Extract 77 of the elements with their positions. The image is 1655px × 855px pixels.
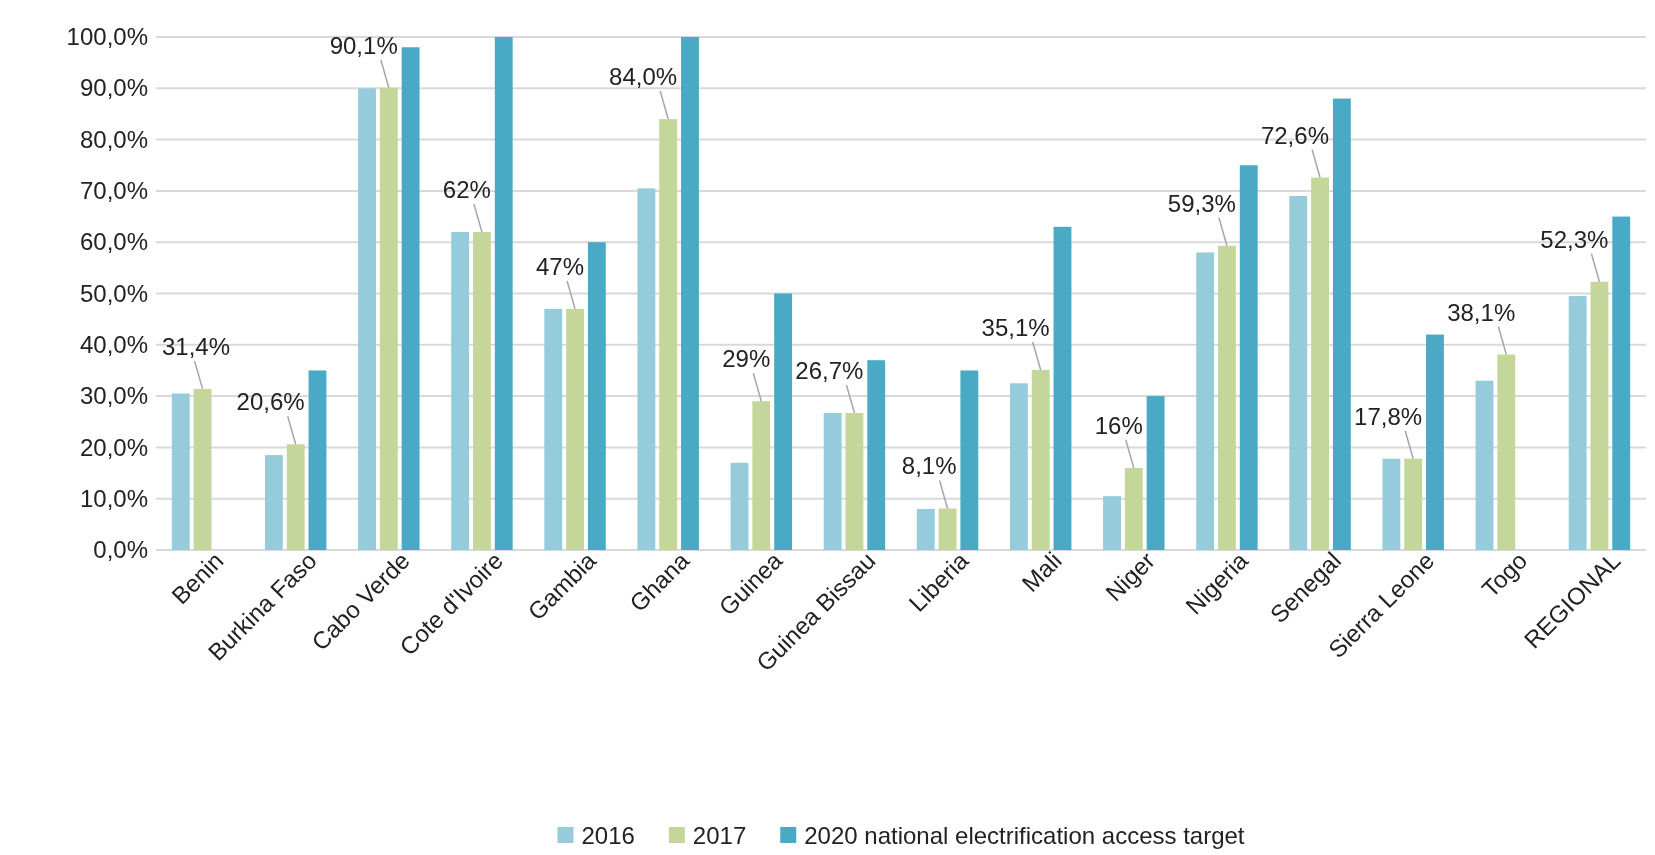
bar: [1332, 98, 1351, 550]
data-label: 52,3%: [1540, 225, 1609, 253]
bar: [1475, 380, 1494, 550]
bar: [193, 388, 212, 550]
data-label: 16%: [1094, 411, 1143, 439]
y-tick-label: 30,0%: [79, 382, 148, 410]
bar: [1009, 383, 1028, 550]
data-label: 47%: [535, 252, 584, 280]
bar: [1103, 496, 1121, 550]
bar: [1146, 396, 1165, 550]
bar: [1426, 334, 1444, 550]
data-label: 31,4%: [162, 332, 231, 360]
legend-label: 2020 national electrification access target: [804, 822, 1245, 850]
bar: [1053, 226, 1072, 550]
bar: [730, 462, 749, 550]
bar: [1590, 281, 1609, 550]
data-label: 17,8%: [1354, 402, 1423, 430]
bar: [1382, 458, 1401, 550]
bar: [960, 370, 979, 550]
bar: [494, 37, 513, 550]
bar: [1289, 196, 1308, 550]
bar: [845, 413, 864, 550]
y-tick-label: 60,0%: [79, 228, 148, 256]
bar: [659, 119, 678, 550]
bar: [1031, 369, 1050, 550]
bar: [1612, 216, 1631, 550]
y-tick-label: 70,0%: [79, 177, 148, 205]
bar: [752, 401, 771, 550]
y-tick-label: 80,0%: [79, 125, 148, 153]
bar: [473, 231, 491, 550]
bar: [867, 360, 886, 550]
bar: [286, 444, 305, 550]
data-label: 8,1%: [901, 452, 957, 480]
bar: [1568, 296, 1587, 550]
bar: [1124, 467, 1143, 550]
bar: [379, 87, 398, 550]
bar: [264, 455, 283, 550]
bar: [637, 188, 656, 550]
bar: [308, 370, 327, 550]
y-tick-label: 100,0%: [66, 23, 148, 51]
y-tick-label: 0,0%: [93, 536, 148, 564]
bar: [401, 47, 420, 550]
legend-label: 2016: [581, 822, 635, 850]
bar: [566, 308, 584, 550]
bar: [1404, 458, 1423, 550]
bar: [544, 308, 563, 550]
data-label: 38,1%: [1447, 298, 1516, 326]
y-tick-label: 10,0%: [79, 484, 148, 512]
bar: [681, 37, 699, 550]
bar: [451, 231, 470, 550]
data-label: 29%: [722, 345, 771, 373]
data-label: 59,3%: [1167, 189, 1236, 217]
bar: [916, 508, 935, 550]
bar: [1497, 354, 1516, 550]
data-label: 90,1%: [329, 31, 398, 59]
x-tick-label: Togo: [1476, 546, 1533, 603]
bar: [774, 293, 793, 550]
y-tick-label: 50,0%: [79, 279, 148, 307]
bar: [1311, 177, 1329, 550]
data-label: 20,6%: [236, 388, 305, 416]
bar: [1239, 165, 1258, 550]
bar: [823, 413, 842, 550]
y-tick-label: 20,0%: [79, 433, 148, 461]
bar: [358, 88, 376, 550]
bar: [1218, 245, 1236, 550]
data-label: 72,6%: [1260, 121, 1329, 149]
bar: [1196, 252, 1215, 550]
legend-label: 2017: [692, 822, 747, 850]
data-label: 35,1%: [981, 313, 1050, 341]
y-tick-label: 40,0%: [79, 330, 148, 358]
data-label: 26,7%: [795, 357, 864, 385]
bar: [171, 393, 190, 550]
data-label: 84,0%: [609, 63, 678, 91]
y-tick-label: 90,0%: [79, 74, 148, 102]
bar: [938, 508, 957, 550]
data-label: 62%: [442, 175, 491, 203]
bar: [587, 242, 606, 550]
